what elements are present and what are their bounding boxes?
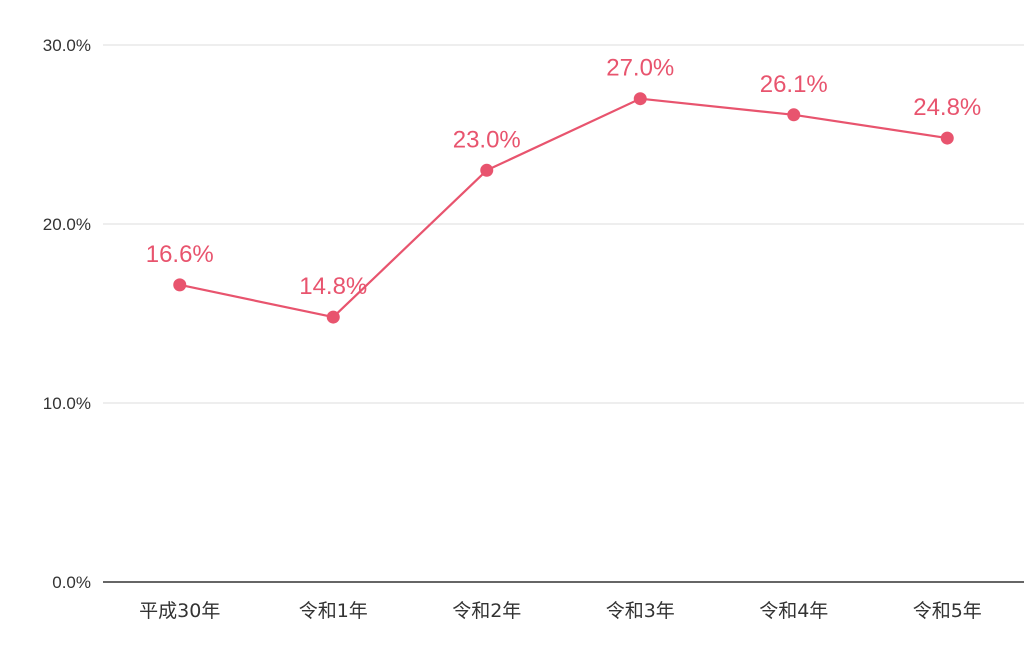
- data-labels: 16.6% 14.8% 23.0% 27.0% 26.1% 24.8%: [146, 55, 982, 300]
- gridlines: [103, 44, 1024, 583]
- data-point: [940, 131, 954, 145]
- x-tick-label: 令和5年: [913, 600, 982, 622]
- x-tick-label: 令和3年: [606, 600, 675, 622]
- data-point: [480, 163, 494, 177]
- data-label: 27.0%: [606, 55, 674, 82]
- x-tick-label: 令和4年: [759, 600, 828, 622]
- y-tick-label: 10.0%: [43, 394, 91, 413]
- x-tick-label: 平成30年: [139, 600, 220, 622]
- data-label: 24.8%: [913, 94, 981, 121]
- x-tick-label: 令和1年: [299, 600, 368, 622]
- x-tick-label: 令和2年: [452, 600, 521, 622]
- y-tick-label: 0.0%: [52, 573, 91, 592]
- series-line-group: [173, 92, 954, 324]
- data-label: 26.1%: [760, 71, 828, 98]
- data-label: 16.6%: [146, 241, 214, 268]
- x-axis-ticks: 平成30年 令和1年 令和2年 令和3年 令和4年 令和5年: [139, 600, 982, 622]
- data-point: [633, 92, 647, 106]
- y-tick-label: 20.0%: [43, 215, 91, 234]
- data-label: 23.0%: [453, 126, 521, 153]
- data-point: [326, 310, 340, 324]
- y-tick-label: 30.0%: [43, 36, 91, 55]
- data-label: 14.8%: [299, 273, 367, 300]
- data-point: [173, 278, 187, 292]
- data-point: [787, 108, 801, 122]
- y-axis-ticks: 0.0% 10.0% 20.0% 30.0%: [43, 36, 91, 592]
- series-line: [179, 97, 948, 319]
